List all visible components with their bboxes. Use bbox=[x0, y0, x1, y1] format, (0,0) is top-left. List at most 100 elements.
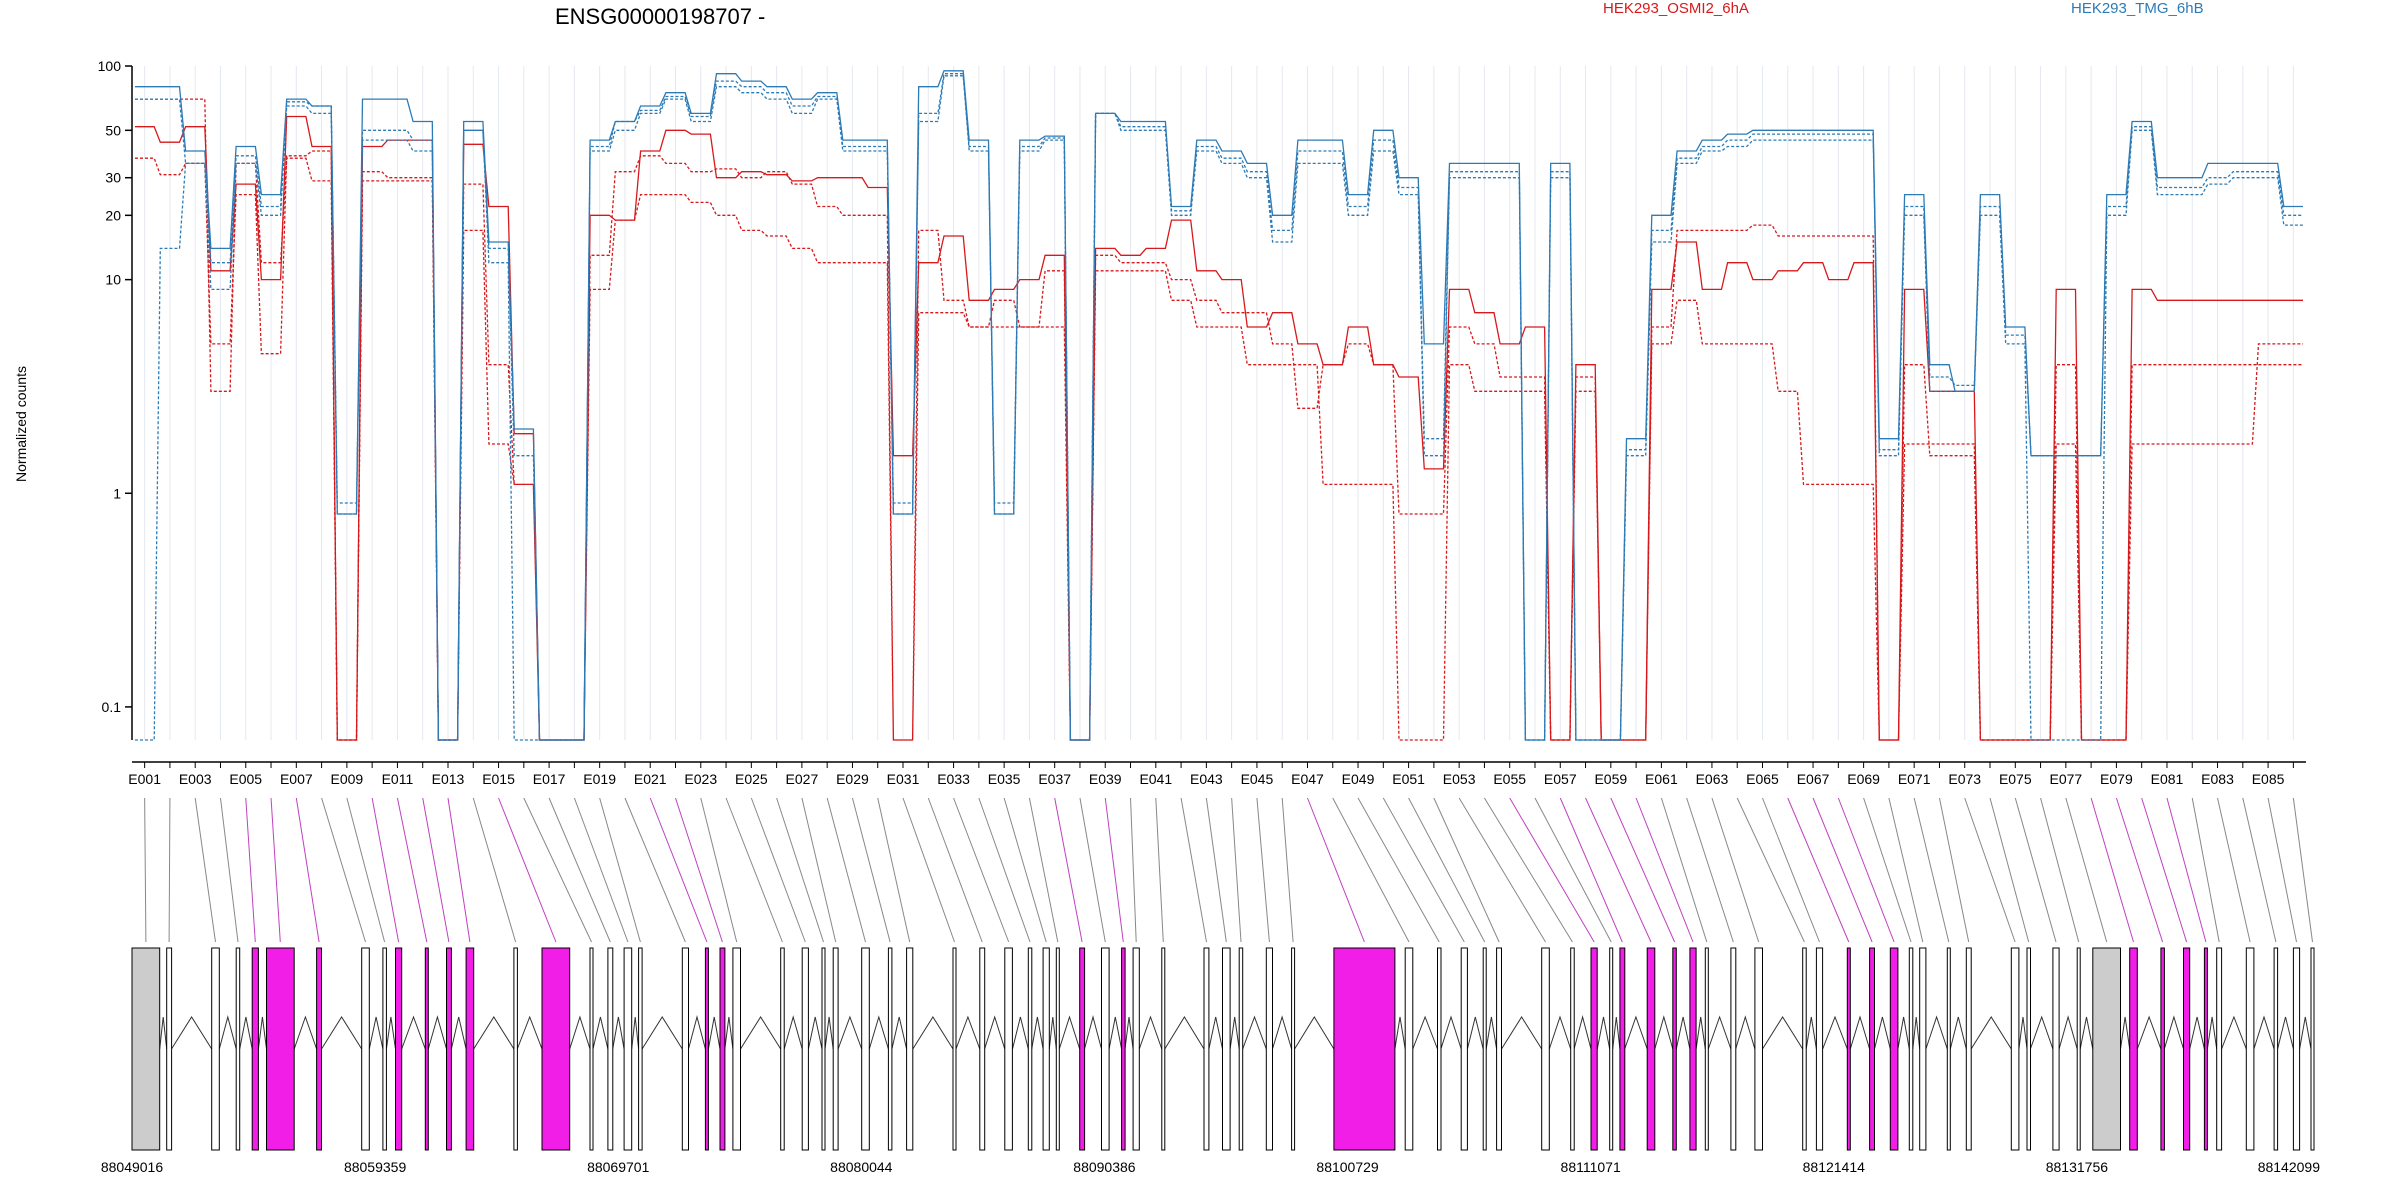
exon-connector bbox=[902, 797, 955, 943]
x-tick-label: E013 bbox=[432, 771, 465, 787]
exon-connector bbox=[1964, 797, 2016, 943]
exon-box bbox=[1919, 947, 1927, 1151]
intron-line bbox=[837, 1015, 863, 1050]
exon-connector bbox=[2292, 797, 2313, 943]
exon-box bbox=[2010, 947, 2020, 1151]
exon-connector bbox=[851, 797, 891, 943]
genomic-coordinate-label: 88059359 bbox=[344, 1159, 407, 1175]
exon-box bbox=[2203, 947, 2208, 1151]
exon-connector bbox=[1938, 797, 1970, 943]
exon-box bbox=[719, 947, 726, 1151]
exon-connector bbox=[1863, 797, 1912, 943]
x-tick-label: E051 bbox=[1392, 771, 1425, 787]
y-tick-label: 100 bbox=[98, 58, 122, 74]
intron-line bbox=[2120, 1016, 2131, 1050]
exon-connector bbox=[2014, 797, 2057, 943]
chart-title: ENSG00000198707 - bbox=[555, 4, 765, 29]
x-tick-label: E037 bbox=[1038, 771, 1071, 787]
exon-box bbox=[1265, 947, 1274, 1151]
y-tick-label: 30 bbox=[105, 170, 121, 186]
x-tick-label: E047 bbox=[1291, 771, 1324, 787]
exon-box bbox=[1619, 947, 1626, 1151]
exon-box bbox=[1689, 947, 1697, 1151]
exon-box bbox=[638, 947, 643, 1151]
x-tick-label: E009 bbox=[331, 771, 364, 787]
exon-connector bbox=[270, 797, 281, 943]
exon-connector bbox=[1458, 797, 1546, 943]
exon-box bbox=[2216, 947, 2223, 1151]
intron-line bbox=[1208, 1016, 1223, 1050]
exon-connector bbox=[1837, 797, 1895, 943]
intron-line bbox=[1164, 1016, 1205, 1050]
exon-box bbox=[2292, 947, 2301, 1151]
exon-box bbox=[1027, 947, 1033, 1151]
exon-box bbox=[1590, 947, 1598, 1151]
exon-box bbox=[2183, 947, 2191, 1151]
intron-line bbox=[631, 1016, 640, 1050]
exon-box bbox=[382, 947, 387, 1151]
exon-box bbox=[732, 947, 742, 1151]
intron-line bbox=[293, 1015, 318, 1050]
intron-line bbox=[1485, 1016, 1498, 1050]
intron-line bbox=[688, 1015, 706, 1050]
exon-box bbox=[446, 947, 452, 1151]
exon-box bbox=[887, 947, 893, 1151]
intron-line bbox=[450, 1016, 467, 1050]
genomic-coordinate-label: 88090386 bbox=[1073, 1159, 1136, 1175]
exon-box bbox=[2310, 947, 2315, 1151]
exon-connector bbox=[776, 797, 824, 943]
exon-box bbox=[1222, 947, 1231, 1151]
intron-line bbox=[368, 1016, 384, 1050]
intron-line bbox=[1138, 1015, 1163, 1050]
intron-line bbox=[385, 1016, 396, 1050]
exon-box bbox=[541, 947, 571, 1151]
x-tick-label: E085 bbox=[2252, 771, 2285, 787]
genomic-coordinate-label: 88142099 bbox=[2258, 1159, 2321, 1175]
exon-box bbox=[1704, 947, 1709, 1151]
exon-connector bbox=[649, 797, 708, 943]
series-line bbox=[135, 70, 2303, 741]
exon-box bbox=[1754, 947, 1764, 1151]
x-tick-label: E063 bbox=[1696, 771, 1729, 787]
gene-model bbox=[131, 947, 2315, 1151]
exon-box bbox=[1965, 947, 1972, 1151]
x-tick-label: E053 bbox=[1443, 771, 1476, 787]
y-tick-label: 1 bbox=[113, 485, 121, 501]
x-tick-label: E019 bbox=[583, 771, 616, 787]
intron-line bbox=[1912, 1016, 1921, 1050]
exon-connector bbox=[2141, 797, 2188, 943]
exon-box bbox=[832, 947, 839, 1151]
intron-line bbox=[2079, 1016, 2094, 1050]
intron-line bbox=[707, 1016, 721, 1050]
exon-connector bbox=[472, 797, 517, 943]
intron-line bbox=[1548, 1015, 1572, 1050]
exon-box bbox=[2026, 947, 2031, 1151]
exon-box bbox=[1121, 947, 1126, 1151]
y-tick-label: 20 bbox=[105, 207, 121, 223]
x-tick-label: E081 bbox=[2151, 771, 2184, 787]
exon-box bbox=[2092, 947, 2122, 1151]
intron-line bbox=[1805, 1016, 1817, 1050]
intron-line bbox=[2136, 1015, 2162, 1050]
x-tick-label: E017 bbox=[533, 771, 566, 787]
intron-line bbox=[516, 1015, 543, 1050]
x-tick-label: E071 bbox=[1898, 771, 1931, 787]
intron-line bbox=[2029, 1015, 2054, 1050]
intron-line bbox=[1762, 1016, 1804, 1050]
exon-connector bbox=[2090, 797, 2134, 943]
exon-connector bbox=[1812, 797, 1873, 943]
exon-box bbox=[131, 947, 161, 1151]
genomic-coordinate-label: 88049016 bbox=[101, 1159, 164, 1175]
exon-box bbox=[1482, 947, 1487, 1151]
x-tick-label: E005 bbox=[229, 771, 262, 787]
intron-line bbox=[2221, 1015, 2247, 1050]
exon-connector bbox=[1256, 797, 1270, 943]
exon-box bbox=[1815, 947, 1824, 1151]
exon-box bbox=[1609, 947, 1614, 1151]
intron-line bbox=[2189, 1016, 2205, 1050]
intron-line bbox=[1272, 1015, 1293, 1050]
intron-line bbox=[868, 1015, 889, 1050]
intron-line bbox=[1970, 1016, 2012, 1050]
exon-box bbox=[979, 947, 986, 1151]
intron-line bbox=[2277, 1016, 2294, 1050]
